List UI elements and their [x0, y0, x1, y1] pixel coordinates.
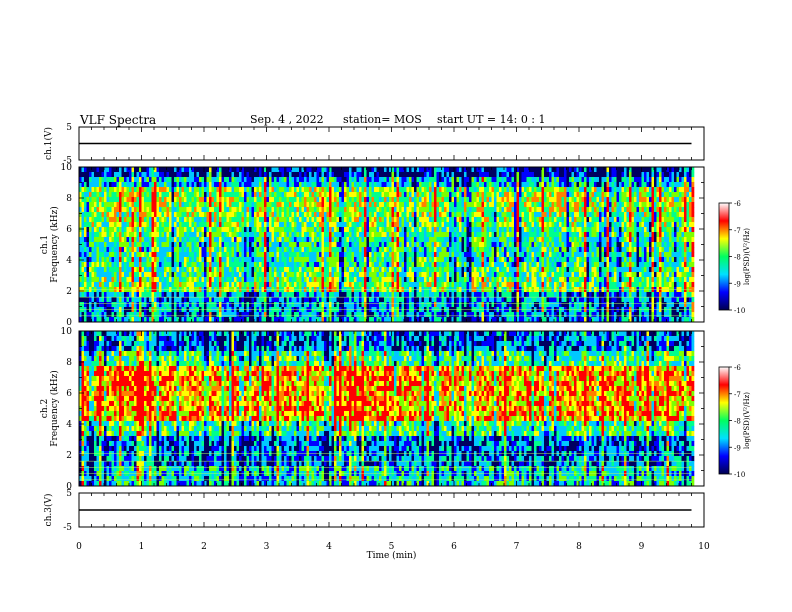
- y-axis-label-0: ch.1(V): [43, 127, 54, 160]
- colorbar-tick-2-3: -9: [734, 444, 741, 452]
- y-tick-label-2-3: 6: [66, 389, 72, 399]
- y-tick-label-3-0: 5: [66, 489, 72, 499]
- y-axis-label-ch-1: ch.1: [40, 235, 50, 254]
- colorbar-tick-1-1: -7: [734, 227, 741, 235]
- y-axis-label-ch-2: ch.2: [40, 399, 50, 418]
- y-axis-label-freq-1: Frequency (kHz): [49, 206, 60, 283]
- y-axis-label-freq-2: Frequency (kHz): [49, 370, 60, 447]
- colorbar-1: [718, 202, 730, 311]
- y-tick-label-1-5: 10: [61, 163, 73, 173]
- colorbar-2: [718, 366, 730, 475]
- colorbar-tick-2-0: -6: [734, 364, 741, 372]
- colorbar-tick-1-3: -9: [734, 280, 741, 288]
- start-ut-label: start UT = 14: 0 : 1: [437, 113, 546, 126]
- station-label: station= MOS: [343, 113, 422, 126]
- spectrogram-image-2: [79, 331, 695, 486]
- date-label: Sep. 4 , 2022: [250, 113, 324, 126]
- x-axis-label: Time (min): [367, 550, 417, 561]
- y-tick-label-1-4: 8: [66, 194, 72, 204]
- x-tick-label-3: 3: [264, 542, 270, 552]
- x-tick-label-10: 10: [698, 542, 710, 552]
- y-tick-label-2-5: 10: [61, 327, 73, 337]
- colorbar-label-1: log(PSD)(V²/Hz): [743, 228, 751, 285]
- x-tick-label-7: 7: [514, 542, 520, 552]
- x-tick-label-1: 1: [139, 542, 145, 552]
- colorbar-tick-2-1: -7: [734, 391, 741, 399]
- y-tick-label-3-1: -5: [63, 523, 72, 533]
- x-tick-label-0: 0: [76, 542, 82, 552]
- colorbar-label-2: log(PSD)(V²/Hz): [743, 392, 751, 449]
- y-tick-label-1-2: 4: [66, 256, 72, 266]
- x-tick-label-2: 2: [201, 542, 207, 552]
- colorbar-tick-1-0: -6: [734, 200, 741, 208]
- y-tick-label-2-2: 4: [66, 420, 72, 430]
- x-tick-label-4: 4: [326, 542, 332, 552]
- y-tick-label-2-0: 0: [66, 482, 72, 492]
- y-tick-label-1-3: 6: [66, 225, 72, 235]
- spectrogram-image-1: [79, 167, 695, 322]
- x-tick-label-6: 6: [451, 542, 457, 552]
- colorbar-tick-1-2: -8: [734, 254, 741, 262]
- y-tick-label-0-1: -5: [63, 156, 72, 166]
- y-tick-label-1-1: 2: [66, 287, 72, 297]
- y-tick-label-1-0: 0: [66, 318, 72, 328]
- y-tick-label-0-0: 5: [66, 123, 72, 133]
- chart-title: VLF Spectra: [80, 113, 157, 127]
- colorbar-tick-2-4: -10: [734, 471, 745, 479]
- y-axis-label-3: ch.3(V): [43, 494, 54, 527]
- x-tick-label-9: 9: [639, 542, 645, 552]
- y-tick-label-2-4: 8: [66, 358, 72, 368]
- colorbar-tick-2-2: -8: [734, 418, 741, 426]
- colorbar-tick-1-4: -10: [734, 307, 745, 315]
- x-tick-label-8: 8: [576, 542, 582, 552]
- y-tick-label-2-1: 2: [66, 451, 72, 461]
- x-tick-label-5: 5: [389, 542, 395, 552]
